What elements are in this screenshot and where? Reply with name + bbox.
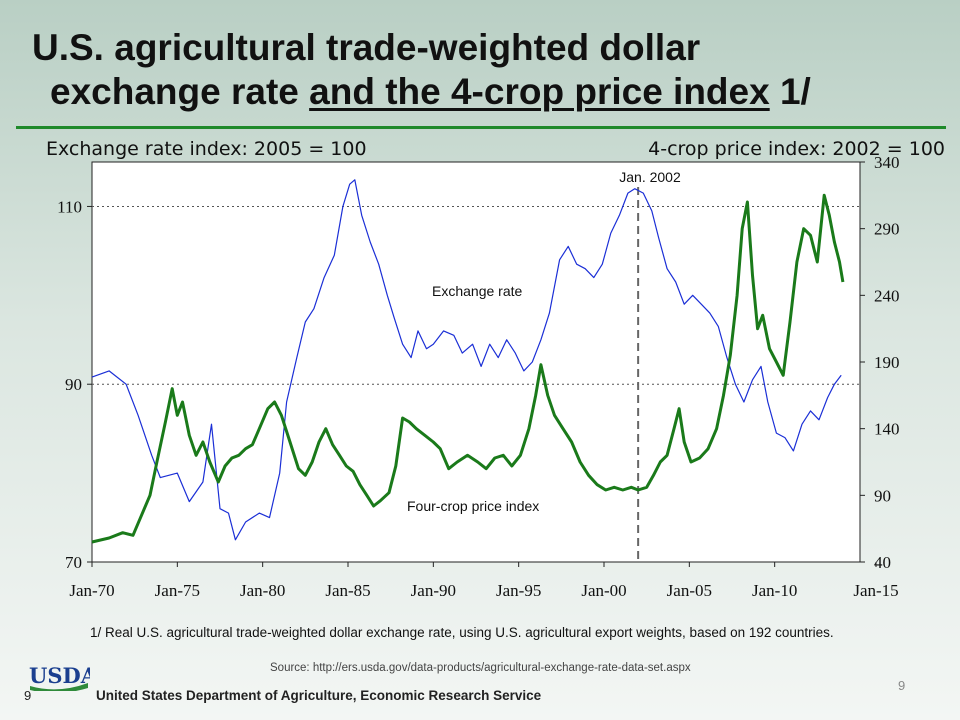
x-tick-label: Jan-90 (411, 581, 456, 600)
right-tick-label: 240 (874, 286, 900, 305)
organization-name: United States Department of Agriculture,… (96, 688, 542, 703)
plot-area (91, 161, 861, 563)
left-tick-label: 70 (65, 553, 82, 572)
page-number-left: 9 (24, 688, 32, 703)
slide-title: U.S. agricultural trade-weighted dollar … (32, 26, 932, 114)
crop-index-line (91, 193, 845, 544)
right-tick-label: 340 (874, 153, 900, 172)
title-divider (16, 126, 946, 129)
right-tick-label: 40 (874, 553, 891, 572)
x-tick-label: Jan-10 (752, 581, 797, 600)
right-tick-label: 140 (874, 420, 900, 439)
title-plain-text: exchange rate (50, 71, 310, 112)
reference-line-label: Jan. 2002 (619, 169, 681, 185)
right-axis-title: 4-crop price index: 2002 = 100 (648, 138, 945, 160)
right-tick-label: 290 (874, 220, 900, 239)
right-tick-label: 90 (874, 486, 891, 505)
logo-text: USDA (29, 663, 90, 688)
title-suffix-text: 1/ (769, 71, 811, 112)
x-tick-label: Jan-05 (667, 581, 712, 600)
exchange-rate-annotation: Exchange rate (432, 283, 522, 299)
left-tick-label: 90 (65, 375, 82, 394)
left-axis-title: Exchange rate index: 2005 = 100 (46, 138, 367, 160)
x-tick-label: Jan-70 (69, 581, 114, 600)
chart: Exchange rate index: 2005 = 100 4-crop p… (46, 138, 945, 600)
x-tick-label: Jan-95 (496, 581, 541, 600)
title-underlined-text: and the 4-crop price index (309, 71, 770, 112)
crop-index-annotation: Four-crop price index (407, 498, 539, 514)
page-number-right: 9 (898, 678, 906, 693)
x-tick-label: Jan-15 (853, 581, 898, 600)
title-line-1: U.S. agricultural trade-weighted dollar (32, 27, 701, 68)
x-tick-label: Jan-80 (240, 581, 285, 600)
x-tick-label: Jan-85 (325, 581, 370, 600)
usda-logo-icon: USDA (29, 663, 90, 691)
x-tick-label: Jan-75 (155, 581, 200, 600)
right-tick-label: 190 (874, 353, 900, 372)
left-tick-label: 110 (57, 197, 82, 216)
x-tick-label: Jan-00 (581, 581, 626, 600)
source-note: Source: http://ers.usda.gov/data-product… (270, 662, 691, 674)
title-line-2: exchange rate and the 4-crop price index… (32, 70, 932, 114)
footnote: 1/ Real U.S. agricultural trade-weighted… (90, 625, 834, 640)
